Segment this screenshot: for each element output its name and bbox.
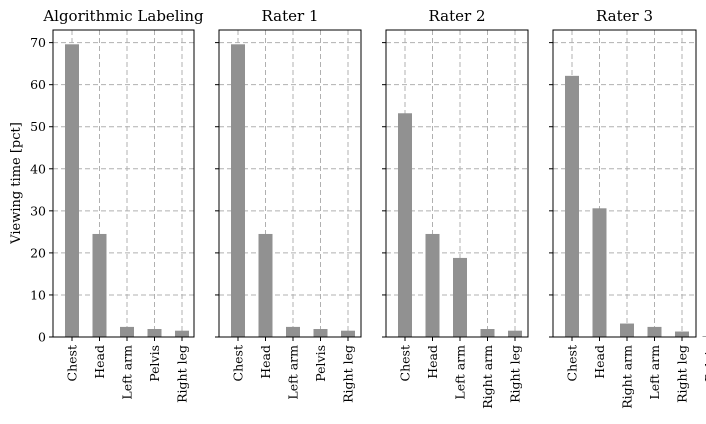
x-tick-label: Chest: [398, 345, 413, 381]
y-tick-label: 30: [30, 203, 46, 218]
y-tick-label: 60: [30, 77, 46, 92]
bar-pelvis: [148, 329, 162, 337]
x-tick-label: Left arm: [120, 345, 135, 400]
panel-title: Rater 1: [262, 7, 319, 25]
panel-1: 0 10 20 30 40 50 60 70 Chest Head Left arm Pelvis Ri…: [30, 7, 204, 403]
bar-pelvis: [314, 329, 328, 337]
x-tick-label: Head: [258, 345, 273, 379]
y-tick-label: 40: [30, 161, 46, 176]
bar-right-arm: [620, 324, 634, 337]
x-tick-label: Chest: [65, 345, 80, 381]
x-tick-label: Pelvis: [313, 345, 328, 382]
bar-head: [259, 234, 273, 337]
x-tick-label: Chest: [565, 345, 580, 381]
y-tick-label: 20: [30, 245, 46, 260]
y-tick-label: 10: [30, 287, 46, 302]
x-tick-label: Head: [592, 345, 607, 379]
panel-title: Rater 3: [596, 7, 653, 25]
bar-right-leg: [508, 331, 522, 337]
x-tick-label: Right leg: [341, 345, 356, 403]
panel-2: Chest Head Left arm Pelvis Right leg Rater 1: [215, 7, 361, 403]
x-tick-label: Head: [425, 345, 440, 379]
x-tick-label: Right leg: [675, 345, 690, 403]
bar-right-arm: [481, 329, 495, 337]
bar-left-arm: [286, 327, 300, 337]
x-tick-label: Right arm: [620, 345, 635, 409]
y-tick-label: 50: [30, 119, 46, 134]
x-tick-label: Right leg: [175, 345, 190, 403]
bar-right-leg: [675, 332, 689, 337]
x-tick-label: Pelvis: [147, 345, 162, 382]
x-tick-label: Right leg: [508, 345, 523, 403]
panel-title: Rater 2: [429, 7, 486, 25]
bar-head: [426, 234, 440, 337]
x-tick-label: Head: [92, 345, 107, 379]
x-tick-label: Left arm: [286, 345, 301, 400]
bar-chest: [398, 113, 412, 337]
bar-left-arm: [453, 258, 467, 337]
bar-right-leg: [175, 331, 189, 337]
panel-title: Algorithmic Labeling: [42, 7, 204, 25]
bar-right-leg: [341, 331, 355, 337]
x-tick-label: Right arm: [480, 345, 495, 409]
bar-head: [93, 234, 107, 337]
panel-3: Chest Head Left arm Right arm Right leg Rater…: [382, 7, 528, 409]
x-tick-label: Pelvis: [702, 345, 706, 382]
bar-left-arm: [648, 327, 662, 337]
panel-4: Chest Head Right arm Left arm Right leg Pelvi…: [549, 7, 706, 409]
bar-chest: [231, 44, 245, 337]
x-tick-label: Chest: [231, 345, 246, 381]
y-tick-label: 70: [30, 35, 46, 50]
x-tick-label: Left arm: [647, 345, 662, 400]
x-tick-label: Left arm: [453, 345, 468, 400]
bar-pelvis: [703, 336, 706, 337]
bar-chest: [65, 44, 79, 337]
bar-head: [593, 208, 607, 337]
bar-chest: [565, 76, 579, 337]
bar-left-arm: [120, 327, 134, 337]
y-tick-label: 0: [38, 330, 46, 345]
y-axis-label: Viewing time [pct]: [9, 122, 24, 245]
